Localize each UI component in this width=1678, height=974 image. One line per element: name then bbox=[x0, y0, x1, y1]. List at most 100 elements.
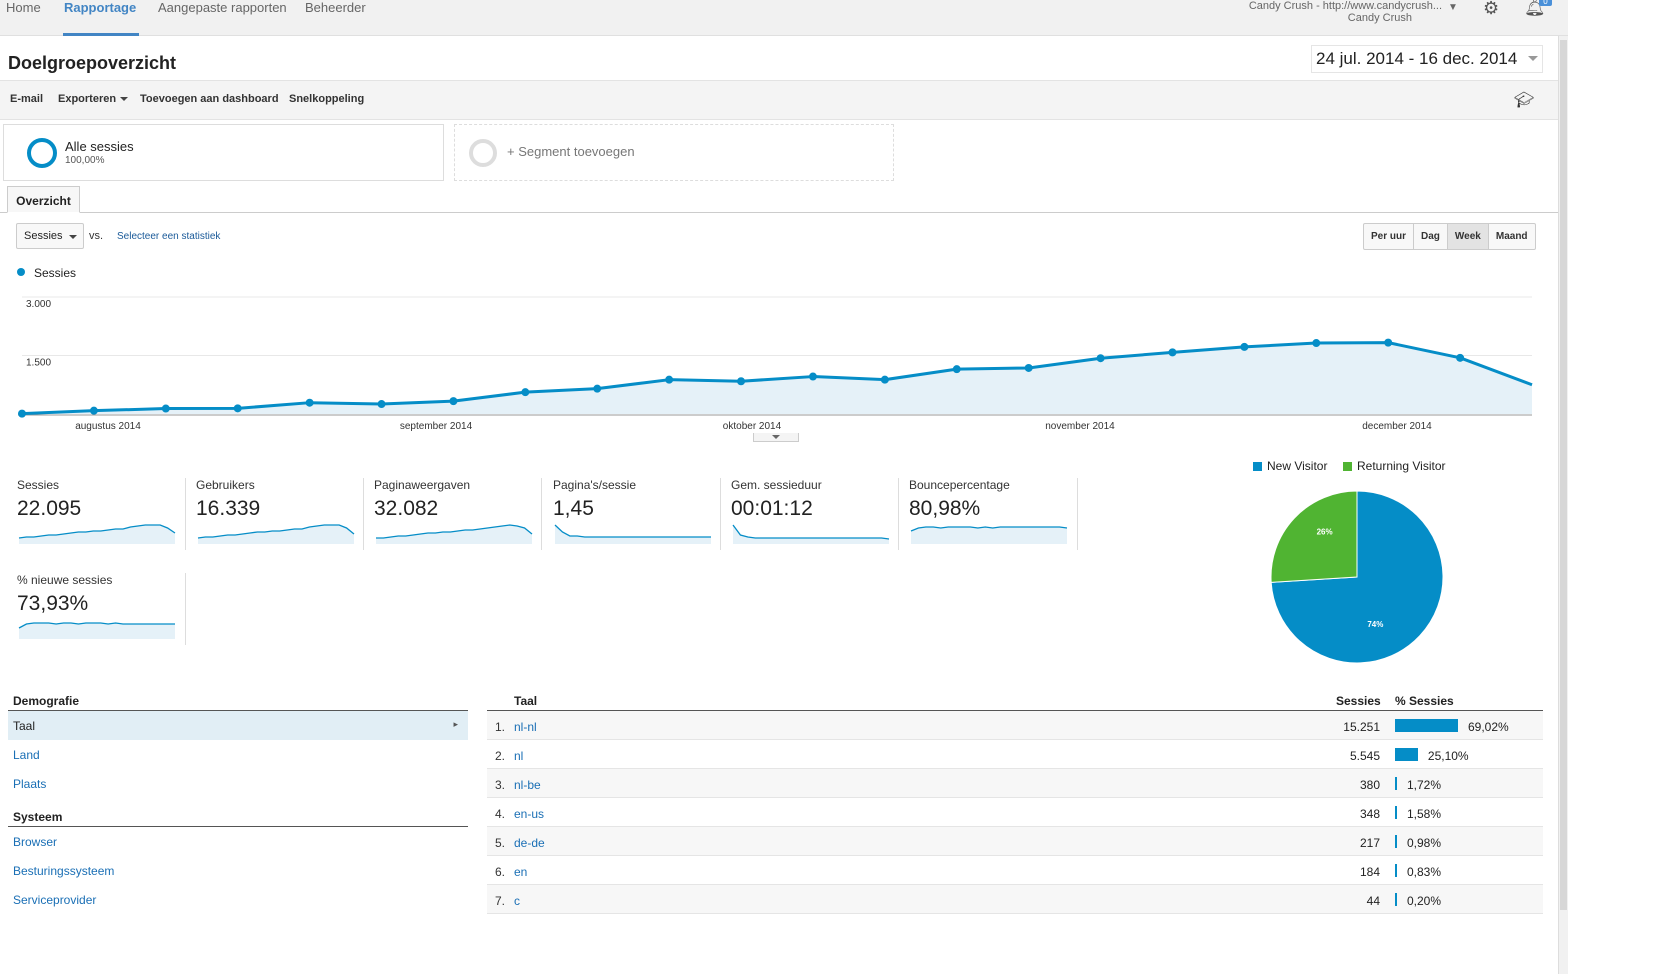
demo-item-language[interactable]: Taal ▸ bbox=[8, 711, 468, 740]
language-link[interactable]: nl bbox=[514, 749, 524, 763]
sessions-line-chart[interactable]: 3.000 1.500 augustus 2014 september 2014 okt… bbox=[0, 283, 1558, 433]
sessions-value: 15.251 bbox=[1343, 720, 1380, 734]
table-row: 2. nl 5.545 25,10% bbox=[487, 740, 1543, 769]
export-button[interactable]: Exporteren bbox=[58, 93, 129, 105]
demo-item-browser[interactable]: Browser bbox=[13, 835, 58, 849]
scorecard-value: 16.339 bbox=[196, 497, 261, 520]
scorecard-label: Bouncepercentage bbox=[909, 478, 1010, 492]
scorecard[interactable]: Sessies 22.095 bbox=[17, 478, 195, 550]
visitor-type-pie-chart[interactable]: 74% 26% bbox=[1268, 488, 1446, 666]
data-point bbox=[449, 397, 458, 406]
nav-reporting[interactable]: Rapportage bbox=[64, 0, 137, 15]
scorecard-divider bbox=[363, 478, 364, 550]
account-name: Candy Crush - http://www.candycrush... bbox=[1248, 0, 1442, 12]
language-link[interactable]: de-de bbox=[514, 836, 545, 850]
share-percentage: 0,83% bbox=[1407, 865, 1442, 879]
data-point bbox=[737, 377, 746, 386]
demographics-divider bbox=[8, 710, 468, 711]
pie-slice bbox=[1270, 490, 1358, 583]
data-point bbox=[1384, 338, 1393, 347]
table-row: 3. nl-be 380 1,72% bbox=[487, 769, 1543, 798]
scorecard-divider bbox=[185, 478, 186, 550]
scorecard-value: 32.082 bbox=[374, 497, 439, 520]
account-selector[interactable]: Candy Crush - http://www.candycrush... C… bbox=[1182, 0, 1442, 24]
metric-select-value: Sessies bbox=[24, 230, 63, 242]
metric-select[interactable]: Sessies bbox=[16, 223, 84, 249]
scorecard-value: 22.095 bbox=[17, 497, 82, 520]
segment-percentage: 100,00% bbox=[65, 155, 105, 166]
nav-admin[interactable]: Beheerder bbox=[305, 0, 366, 15]
sessions-value: 380 bbox=[1359, 778, 1380, 792]
gear-icon[interactable]: ⚙ bbox=[1483, 0, 1500, 18]
demographics-heading: Demografie bbox=[13, 694, 80, 708]
language-link[interactable]: nl-be bbox=[514, 778, 541, 792]
sparkline-area bbox=[19, 525, 175, 544]
pie-slice-label: 74% bbox=[1367, 620, 1383, 629]
share-percentage: 25,10% bbox=[1427, 749, 1469, 763]
language-link[interactable]: c bbox=[514, 894, 520, 908]
share-bar bbox=[1395, 777, 1397, 790]
scorecard-label: Gem. sessieduur bbox=[731, 478, 822, 492]
period-week-button[interactable]: Week bbox=[1447, 224, 1489, 249]
shortcut-button[interactable]: Snelkoppeling bbox=[289, 93, 365, 105]
column-header-sessions[interactable]: Sessies bbox=[1336, 694, 1381, 708]
date-range-label: 24 jul. 2014 - 16 dec. 2014 bbox=[1316, 49, 1518, 68]
graduation-cap-icon[interactable]: 🎓︎ bbox=[1514, 92, 1535, 109]
email-button[interactable]: E-mail bbox=[10, 93, 44, 105]
chart-resize-handle[interactable] bbox=[753, 433, 799, 442]
series-line bbox=[21, 341, 1533, 416]
scorecard[interactable]: Gebruikers 16.339 bbox=[196, 478, 374, 550]
scorecard-value: 00:01:12 bbox=[731, 497, 813, 520]
tab-overview[interactable]: Overzicht bbox=[7, 186, 80, 213]
add-to-dashboard-button[interactable]: Toevoegen aan dashboard bbox=[140, 93, 279, 105]
export-label: Exporteren bbox=[58, 93, 117, 105]
segment-all-sessions[interactable]: Alle sessies 100,00% bbox=[3, 124, 444, 181]
sparkline-area bbox=[911, 527, 1067, 544]
chevron-down-icon bbox=[1528, 56, 1538, 61]
sparkline-line bbox=[732, 524, 890, 540]
scorecard-divider bbox=[541, 478, 542, 550]
language-link[interactable]: en-us bbox=[514, 807, 545, 821]
add-segment-button[interactable]: + Segment toevoegen bbox=[454, 124, 894, 181]
period-day-button[interactable]: Dag bbox=[1414, 224, 1448, 249]
pie-slice-label: 26% bbox=[1317, 528, 1333, 537]
demo-item-city[interactable]: Plaats bbox=[13, 777, 47, 791]
scorecard[interactable]: Gem. sessieduur 00:01:12 bbox=[731, 478, 909, 550]
select-statistic-link[interactable]: Selecteer een statistiek bbox=[117, 231, 221, 242]
demo-item-provider[interactable]: Serviceprovider bbox=[13, 893, 97, 907]
language-link[interactable]: nl-nl bbox=[514, 720, 537, 734]
tab-divider bbox=[0, 212, 1558, 213]
scorecard[interactable]: Pagina's/sessie 1,45 bbox=[553, 478, 731, 550]
nav-home[interactable]: Home bbox=[6, 0, 41, 15]
scorecard[interactable]: Bouncepercentage 80,98% bbox=[909, 478, 1087, 550]
system-divider bbox=[8, 826, 468, 827]
scorecard[interactable]: % nieuwe sessies 73,93% bbox=[17, 573, 195, 645]
property-name: Candy Crush bbox=[1347, 12, 1412, 24]
demo-item-os[interactable]: Besturingssysteem bbox=[13, 864, 115, 878]
sessions-value: 217 bbox=[1359, 836, 1380, 850]
scorecard-label: Sessies bbox=[17, 478, 60, 492]
date-range-picker[interactable]: 24 jul. 2014 - 16 dec. 2014 bbox=[1311, 45, 1543, 73]
sparkline bbox=[732, 524, 890, 544]
add-segment-label: + Segment toevoegen bbox=[507, 144, 635, 159]
period-hour-button[interactable]: Per uur bbox=[1364, 224, 1415, 249]
data-point bbox=[377, 400, 386, 409]
data-point bbox=[305, 398, 314, 407]
data-point bbox=[521, 388, 530, 397]
legend-swatch-new bbox=[1253, 462, 1262, 471]
period-month-button[interactable]: Maand bbox=[1495, 231, 1528, 242]
nav-custom-reports[interactable]: Aangepaste rapporten bbox=[158, 0, 287, 15]
page-title: Doelgroepoverzicht bbox=[8, 53, 177, 73]
chevron-down-icon[interactable]: ▼ bbox=[1448, 2, 1458, 13]
share-bar bbox=[1395, 806, 1397, 819]
scorecard[interactable]: Paginaweergaven 32.082 bbox=[374, 478, 552, 550]
share-percentage: 1,58% bbox=[1407, 807, 1442, 821]
language-link[interactable]: en bbox=[514, 865, 528, 879]
share-bar bbox=[1395, 864, 1397, 877]
sparkline bbox=[376, 524, 533, 544]
scrollbar-thumb[interactable] bbox=[1560, 40, 1567, 910]
y-tick-label: 1.500 bbox=[26, 358, 51, 369]
data-point bbox=[1456, 353, 1465, 362]
demo-item-country[interactable]: Land bbox=[13, 748, 40, 762]
column-header-pct-sessions[interactable]: % Sessies bbox=[1395, 694, 1454, 708]
